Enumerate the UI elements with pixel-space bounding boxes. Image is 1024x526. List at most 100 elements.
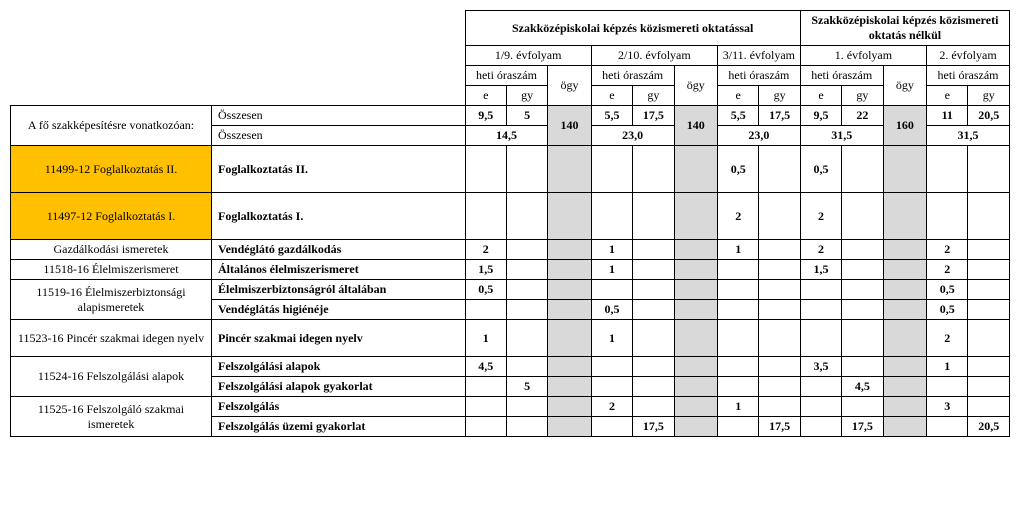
m6-c2e: 1 (591, 320, 632, 357)
m5b-c1e (465, 300, 506, 320)
m4-c5gy (968, 260, 1010, 280)
m7b-c3e (718, 377, 759, 397)
ogy-4: ögy (883, 66, 926, 106)
m3-subj: Vendéglátó gazdálkodás (212, 240, 466, 260)
header-row-1: Szakközépiskolai képzés közismereti okta… (11, 11, 1010, 46)
m5-code: 11519-16 Élelmiszerbiztonsági alapismere… (11, 280, 212, 320)
m8a-c3e: 1 (718, 397, 759, 417)
gy-3: gy (759, 86, 800, 106)
m5a-c5e: 0,5 (927, 280, 968, 300)
m3-c4ogy (883, 240, 926, 260)
m7a-c1e: 4,5 (465, 357, 506, 377)
col3-header: 3/11. évfolyam (718, 46, 801, 66)
o2-c4: 31,5 (800, 126, 883, 146)
m3-c2gy (633, 240, 674, 260)
m8a-c2ogy (674, 397, 717, 417)
m3-c1e: 2 (465, 240, 506, 260)
blank-top-left (11, 11, 466, 106)
o2-c1: 14,5 (465, 126, 548, 146)
m1-c5gy (968, 146, 1010, 193)
m7b-c4gy: 4,5 (842, 377, 883, 397)
module-row-fogl2: 11499-12 Foglalkoztatás II. Foglalkoztat… (11, 146, 1010, 193)
m4-c4ogy (883, 260, 926, 280)
m8a-c1ogy (548, 397, 591, 417)
m7-code: 11524-16 Felszolgálási alapok (11, 357, 212, 397)
module-row-felsz-alap-1: 11524-16 Felszolgálási alapok Felszolgál… (11, 357, 1010, 377)
m4-c2gy (633, 260, 674, 280)
m5b-c2ogy (674, 300, 717, 320)
ogy-2: ögy (674, 66, 717, 106)
heti-4: heti óraszám (800, 66, 883, 86)
m3-code: Gazdálkodási ismeretek (11, 240, 212, 260)
m5b-c3gy (759, 300, 800, 320)
m5b-c5gy (968, 300, 1010, 320)
m7b-c5gy (968, 377, 1010, 397)
module-row-fogl1: 11497-12 Foglalkoztatás I. Foglalkoztatá… (11, 193, 1010, 240)
m4-c1e: 1,5 (465, 260, 506, 280)
m7b-c1e (465, 377, 506, 397)
m3-c1ogy (548, 240, 591, 260)
m4-c4gy (842, 260, 883, 280)
m2-c3e: 2 (718, 193, 759, 240)
m5a-c4gy (842, 280, 883, 300)
m8-code: 11525-16 Felszolgáló szakmai ismeretek (11, 397, 212, 437)
m5a-c3gy (759, 280, 800, 300)
m1-subj: Foglalkoztatás II. (212, 146, 466, 193)
module-row-elelmbizt-1: 11519-16 Élelmiszerbiztonsági alapismere… (11, 280, 1010, 300)
m1-c5e (927, 146, 968, 193)
m1-c4e: 0,5 (800, 146, 841, 193)
o1-c1gy: 5 (506, 106, 547, 126)
heti-1: heti óraszám (465, 66, 548, 86)
m1-c4ogy (883, 146, 926, 193)
o2-c3: 23,0 (718, 126, 801, 146)
m1-c2ogy (674, 146, 717, 193)
osszesen-1-label: Összesen (212, 106, 466, 126)
gy-4: gy (842, 86, 883, 106)
m8b-c1gy (506, 417, 547, 437)
m3-c4gy (842, 240, 883, 260)
m7b-c4ogy (883, 377, 926, 397)
group-b-header: Szakközépiskolai képzés közismereti okta… (800, 11, 1009, 46)
m5a-c2ogy (674, 280, 717, 300)
m7b-c1gy: 5 (506, 377, 547, 397)
module-row-felsz-ism-1: 11525-16 Felszolgáló szakmai ismeretek F… (11, 397, 1010, 417)
m4-c1ogy (548, 260, 591, 280)
m5a-c4ogy (883, 280, 926, 300)
m6-c5e: 2 (927, 320, 968, 357)
m1-c4gy (842, 146, 883, 193)
m8-subj1: Felszolgálás (212, 397, 466, 417)
heti-2: heti óraszám (591, 66, 674, 86)
m8a-c2e: 2 (591, 397, 632, 417)
m7a-c3e (718, 357, 759, 377)
o1-c4gy: 22 (842, 106, 883, 126)
m2-c1e (465, 193, 506, 240)
group-a-header: Szakközépiskolai képzés közismereti okta… (465, 11, 800, 46)
o1-c4ogy: 160 (883, 106, 926, 146)
m7b-c2ogy (674, 377, 717, 397)
osszesen-row-1: A fő szakképesítésre vonatkozóan: Összes… (11, 106, 1010, 126)
m6-c5gy (968, 320, 1010, 357)
ogy-1: ögy (548, 66, 591, 106)
m2-c4ogy (883, 193, 926, 240)
m1-c1e (465, 146, 506, 193)
e-1: e (465, 86, 506, 106)
m8a-c4e (800, 397, 841, 417)
m8a-c1gy (506, 397, 547, 417)
m3-c5gy (968, 240, 1010, 260)
m5b-c4gy (842, 300, 883, 320)
o1-c2e: 5,5 (591, 106, 632, 126)
m4-c3gy (759, 260, 800, 280)
m6-c2ogy (674, 320, 717, 357)
m5b-c3e (718, 300, 759, 320)
col5-header: 2. évfolyam (927, 46, 1010, 66)
m7b-c1ogy (548, 377, 591, 397)
m7b-c4e (800, 377, 841, 397)
m8b-c4ogy (883, 417, 926, 437)
m2-c5e (927, 193, 968, 240)
m5a-c3e (718, 280, 759, 300)
m4-c2ogy (674, 260, 717, 280)
m3-c3gy (759, 240, 800, 260)
m5b-c1gy (506, 300, 547, 320)
curriculum-table: Szakközépiskolai képzés közismereti okta… (10, 10, 1010, 437)
m5b-c1ogy (548, 300, 591, 320)
